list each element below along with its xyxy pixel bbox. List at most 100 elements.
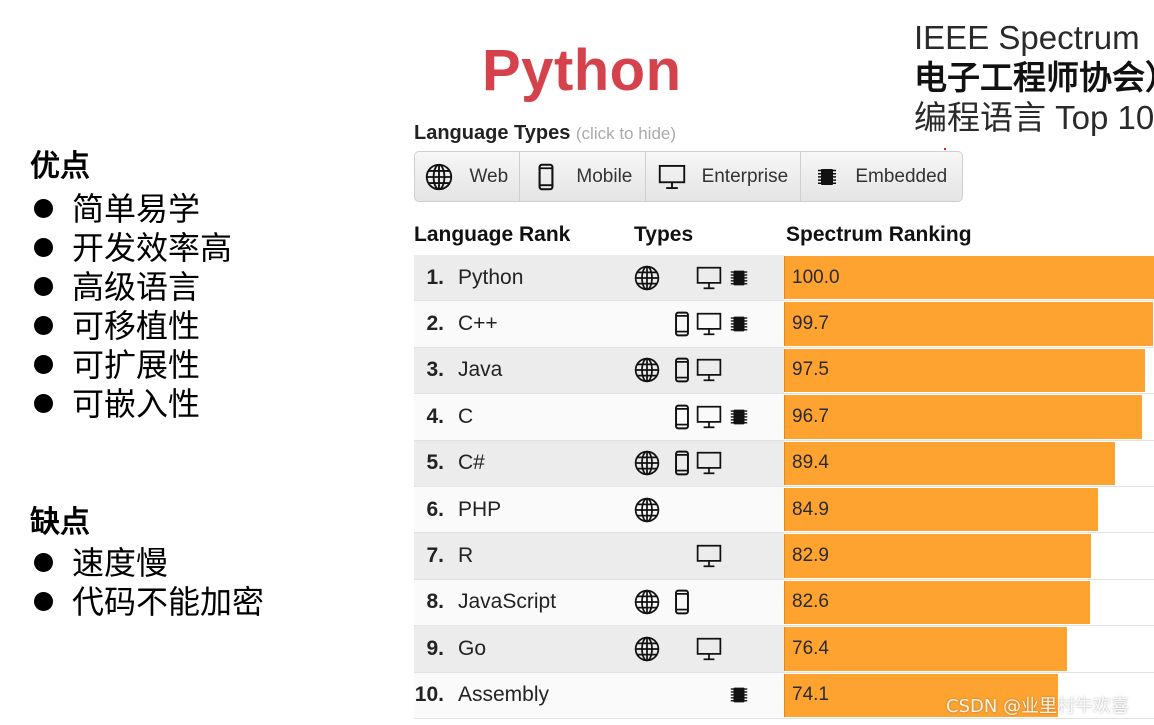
- language-cell: 3. Java: [414, 347, 784, 394]
- language-rank-header[interactable]: Language Rank: [414, 223, 571, 246]
- ranking-row[interactable]: 1. Python 100.0: [414, 255, 1154, 302]
- ranking-row[interactable]: 4. C 96.7: [414, 394, 1154, 441]
- pros-list: 简单易学 开发效率高 高级语言 可移植性 可扩展性 可嵌入性: [30, 189, 232, 423]
- language-cell: 7. R: [414, 533, 784, 579]
- globe-icon: [634, 487, 660, 532]
- ranking-row[interactable]: 2. C++ 99.7: [414, 301, 1154, 348]
- globe-icon: [634, 255, 660, 300]
- bar-track: 82.6: [784, 580, 1154, 625]
- bullet-icon: [34, 592, 53, 611]
- globe-icon: [425, 163, 461, 191]
- language-name: JavaScript: [458, 590, 557, 614]
- ranking-chart: 1. Python 100.0 2. C++ 99.7 3. Java 97.5 4. C 96.7 5…: [414, 255, 1154, 719]
- ranking-bar: [784, 534, 1091, 578]
- bullet-icon: [34, 553, 53, 572]
- embedded-type-button[interactable]: Embedded: [801, 152, 962, 201]
- ranking-value-label: 84.9: [792, 498, 829, 520]
- ranking-row[interactable]: 6. PHP 84.9: [414, 486, 1154, 534]
- phone-icon: [669, 394, 695, 439]
- language-cell: 2. C++: [414, 301, 784, 347]
- chip-icon: [815, 165, 847, 189]
- language-name: Python: [458, 265, 524, 289]
- language-types-label: Language Types (click to hide): [414, 122, 676, 145]
- language-name: C: [458, 404, 474, 428]
- bullet-icon: [34, 277, 53, 296]
- pros-item-text: 可移植性: [72, 306, 201, 345]
- bullet-icon: [34, 238, 53, 257]
- page-title: Python: [482, 38, 682, 103]
- mobile-type-label: Mobile: [576, 165, 633, 187]
- web-type-button[interactable]: Web: [415, 152, 520, 201]
- monitor-icon: [696, 348, 722, 393]
- bar-track: 76.4: [784, 627, 1154, 671]
- ranking-value-label: 100.0: [792, 266, 840, 288]
- rank-number: 10.: [414, 683, 444, 707]
- cons-heading: 缺点: [30, 505, 90, 540]
- ranking-row[interactable]: 9. Go 76.4: [414, 626, 1154, 673]
- language-name: Assembly: [458, 683, 550, 707]
- pros-item-text: 高级语言: [72, 267, 201, 306]
- ranking-row[interactable]: 5. C# 89.4: [414, 440, 1154, 487]
- enterprise-type-button[interactable]: Enterprise: [646, 152, 801, 201]
- ranking-value-label: 96.7: [792, 405, 829, 427]
- ranking-value-label: 74.1: [792, 684, 829, 706]
- language-cell: 1. Python: [414, 255, 784, 301]
- ranking-value-label: 97.5: [792, 359, 829, 381]
- web-type-label: Web: [469, 165, 509, 187]
- pros-item-text: 可嵌入性: [72, 384, 201, 423]
- language-cell: 6. PHP: [414, 486, 784, 533]
- language-cell: 8. JavaScript: [414, 579, 784, 626]
- chip-icon: [728, 673, 750, 718]
- chip-icon: [728, 394, 750, 439]
- phone-icon: [532, 163, 568, 191]
- ranking-bar: [784, 487, 1098, 532]
- bar-track: 82.9: [784, 534, 1154, 578]
- monitor-icon: [696, 533, 722, 578]
- monitor-icon: [696, 441, 722, 486]
- ieee-caption: IEEE Spectrum（ 电子工程师协会） 编程语言 Top 10: [914, 18, 1154, 138]
- ranking-row[interactable]: 10. Assembly 74.1: [414, 672, 1154, 719]
- ranking-bar: [784, 302, 1153, 346]
- ranking-bar: [784, 627, 1067, 671]
- chip-icon: [728, 301, 750, 346]
- bar-track: 96.7: [784, 395, 1154, 439]
- ranking-bar: [784, 441, 1115, 485]
- mobile-type-button[interactable]: Mobile: [520, 152, 647, 201]
- ranking-bar: [784, 673, 1058, 717]
- pros-item-text: 可扩展性: [72, 345, 201, 384]
- monitor-icon: [696, 394, 722, 439]
- ranking-row[interactable]: 3. Java 97.5: [414, 347, 1154, 395]
- pros-item: 可移植性: [30, 306, 232, 345]
- bullet-icon: [34, 199, 53, 218]
- language-types-title: Language Types: [414, 122, 571, 144]
- bar-track: 89.4: [784, 441, 1154, 485]
- ieee-line-3: 编程语言 Top 10: [914, 99, 1154, 136]
- language-cell: 4. C: [414, 394, 784, 440]
- language-types-hint: (click to hide): [575, 124, 677, 143]
- red-speck: [944, 148, 946, 150]
- rank-number: 6.: [426, 497, 444, 521]
- language-cell: 10. Assembly: [414, 672, 784, 718]
- types-header: Types: [634, 223, 694, 246]
- monitor-icon: [696, 255, 722, 300]
- bullet-icon: [34, 316, 53, 335]
- cons-list: 速度慢 代码不能加密: [30, 543, 264, 621]
- pros-item: 可扩展性: [30, 345, 232, 384]
- globe-icon: [634, 348, 660, 393]
- language-name: C#: [458, 451, 485, 475]
- ranking-value-label: 82.9: [792, 545, 829, 567]
- rank-number: 8.: [426, 590, 444, 614]
- spectrum-ranking-header[interactable]: Spectrum Ranking: [786, 223, 972, 246]
- rank-number: 7.: [426, 544, 444, 568]
- pros-item: 开发效率高: [30, 228, 232, 267]
- language-types-toggle-bar: Web Mobile Enterprise Embedded: [414, 151, 963, 202]
- bar-track: 97.5: [784, 348, 1154, 393]
- language-cell: 9. Go: [414, 626, 784, 672]
- ieee-line-2: 电子工程师协会）: [914, 59, 1154, 96]
- bullet-icon: [34, 394, 53, 413]
- bullet-icon: [34, 355, 53, 374]
- monitor-icon: [696, 626, 722, 671]
- ranking-row[interactable]: 8. JavaScript 82.6: [414, 579, 1154, 627]
- ranking-row[interactable]: 7. R 82.9: [414, 533, 1154, 580]
- rank-number: 5.: [426, 451, 444, 475]
